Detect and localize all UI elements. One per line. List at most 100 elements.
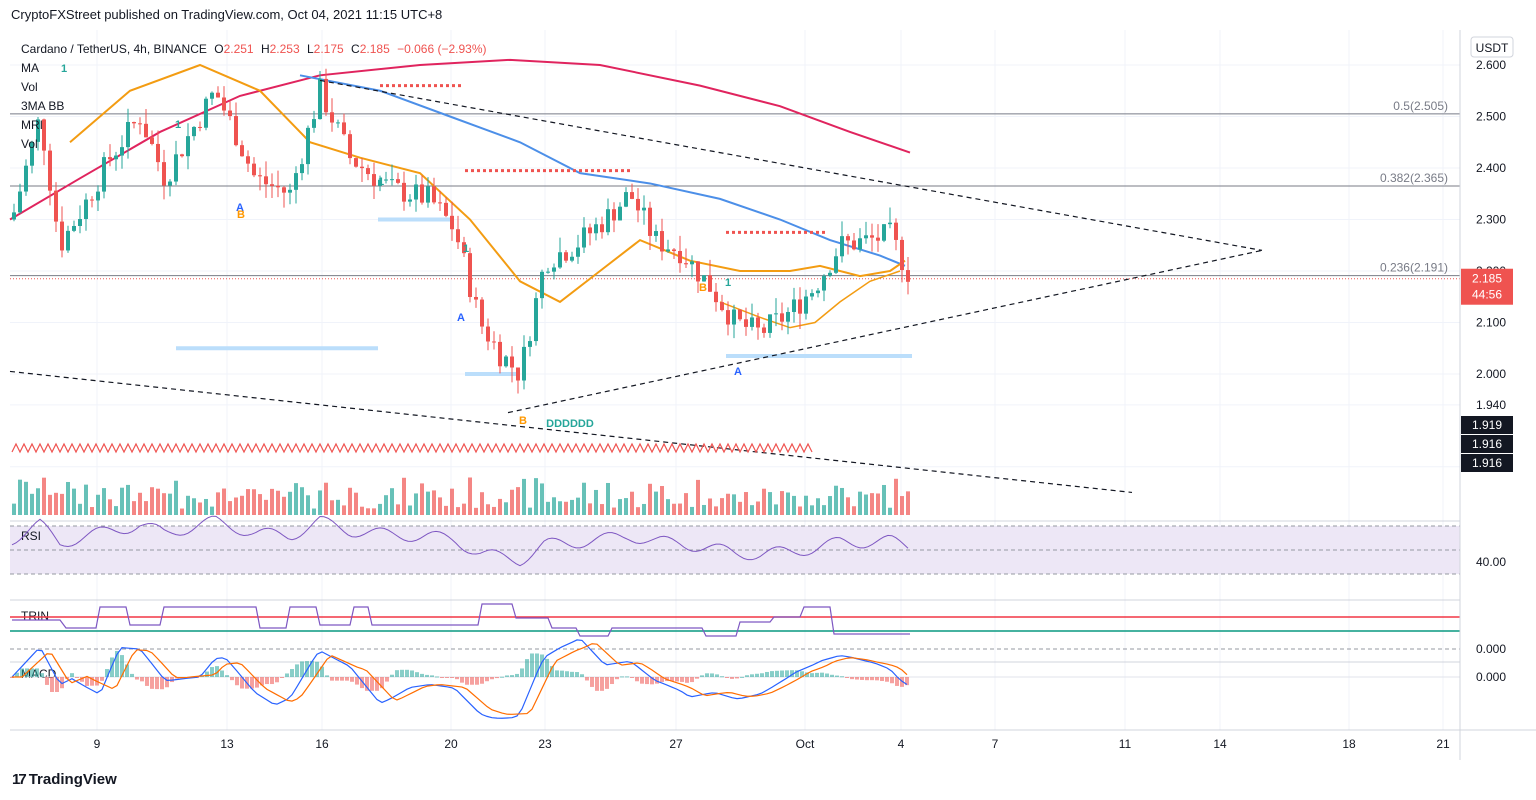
candle-body — [180, 154, 184, 157]
candle-body — [276, 185, 280, 188]
macd-hist-bar — [260, 677, 264, 686]
candle-body — [546, 271, 550, 273]
legend-indicator-vol-2[interactable]: Vol — [21, 137, 38, 151]
macd-hist-bar — [365, 677, 369, 691]
legend-l-label: L — [306, 42, 314, 56]
macd-hist-bar — [690, 677, 694, 683]
volume-bar — [84, 484, 88, 515]
macd-hist-bar — [105, 669, 109, 677]
volume-bar — [240, 495, 244, 515]
macd-hist-bar — [355, 677, 359, 685]
candle-body — [894, 222, 898, 240]
candle-body — [612, 209, 616, 221]
volume-bar — [768, 492, 772, 515]
bb-line — [719, 270, 901, 329]
price-box — [1461, 454, 1513, 472]
legend-indicator-vol[interactable]: Vol — [21, 80, 38, 94]
macd-hist-bar — [675, 677, 679, 682]
macd-hist-bar — [440, 677, 444, 678]
candle-body — [306, 127, 310, 165]
candle-body — [432, 186, 436, 203]
macd-hist-bar — [475, 677, 479, 685]
volume-bar — [480, 492, 484, 515]
macd-hist-bar — [630, 677, 634, 678]
candle-body — [522, 346, 526, 381]
candle-body — [168, 181, 172, 186]
macd-hist-bar — [15, 672, 19, 677]
volume-bar — [396, 504, 400, 515]
candle-body — [162, 162, 166, 186]
volume-bar — [102, 488, 106, 515]
macd-hist-bar — [125, 664, 129, 677]
legend-indicator-ma[interactable]: MA — [21, 61, 39, 75]
candle-body — [84, 199, 88, 220]
volume-bar — [438, 497, 442, 515]
price-box-value: 1.916 — [1472, 437, 1502, 451]
macd-hist-bar — [325, 675, 329, 677]
macd-level-label: 0.000 — [1476, 670, 1506, 684]
price-tick-label: 2.300 — [1476, 213, 1506, 227]
volume-bar — [90, 507, 94, 515]
macd-hist-bar — [555, 670, 559, 677]
candle-body — [402, 182, 406, 202]
macd-hist-bar — [770, 671, 774, 677]
marker-green: 1 — [463, 243, 469, 255]
volume-bar — [774, 504, 778, 515]
candle-body — [156, 143, 160, 163]
macd-hist-bar — [720, 676, 724, 678]
macd-hist-bar — [505, 675, 509, 677]
macd-hist-bar — [140, 677, 144, 682]
macd-hist-bar — [830, 674, 834, 677]
volume-bar — [750, 505, 754, 515]
macd-hist-bar — [815, 672, 819, 677]
macd-hist-bar — [625, 676, 629, 678]
macd-hist-bar — [340, 677, 344, 681]
time-tick-label: 16 — [315, 737, 329, 751]
macd-hist-bar — [790, 670, 794, 677]
volume-bar — [516, 487, 520, 515]
candle-body — [810, 293, 814, 297]
volume-bar — [366, 508, 370, 515]
candle-body — [534, 298, 538, 342]
macd-hist-bar — [215, 666, 219, 677]
macd-hist-bar — [435, 676, 439, 678]
volume-bar — [498, 498, 502, 515]
rsi-line — [11, 515, 909, 567]
volume-bar — [822, 505, 826, 515]
macd-hist-bar — [650, 677, 654, 685]
macd-hist-bar — [450, 677, 454, 678]
macd-hist-bar — [20, 668, 24, 677]
candle-body — [426, 186, 430, 203]
volume-bar — [702, 504, 706, 515]
volume-bar — [408, 505, 412, 515]
candle-body — [192, 126, 196, 137]
time-tick-label: 18 — [1342, 737, 1356, 751]
candles — [12, 68, 910, 394]
candle-body — [774, 313, 778, 315]
macd-hist-bar — [580, 674, 584, 677]
macd-hist-bar — [585, 677, 589, 681]
macd-hist-bar — [870, 677, 874, 681]
time-tick-label: 7 — [992, 737, 999, 751]
volume-bar — [336, 499, 340, 515]
volume-bar — [678, 503, 682, 515]
volume-bar — [252, 489, 256, 515]
volume-bar — [684, 493, 688, 515]
time-tick-label: 9 — [94, 737, 101, 751]
candle-body — [438, 202, 442, 204]
legend-indicator-3ma-bb[interactable]: 3MA BB — [21, 99, 65, 113]
legend-symbol-row[interactable]: Cardano / TetherUS, 4h, BINANCE O2.251 H… — [21, 40, 487, 59]
candle-body — [786, 311, 790, 322]
candle-body — [222, 97, 226, 111]
volume-bar — [264, 499, 268, 515]
macd-hist-bar — [515, 673, 519, 677]
price-tick-label: 2.100 — [1476, 316, 1506, 330]
candle-body — [558, 252, 562, 268]
volume-bar — [120, 487, 124, 515]
macd-hist-bar — [730, 677, 734, 679]
legend-indicator-mri[interactable]: MRI — [21, 118, 43, 132]
macd-hist-bar — [740, 676, 744, 678]
candle-body — [588, 227, 592, 234]
